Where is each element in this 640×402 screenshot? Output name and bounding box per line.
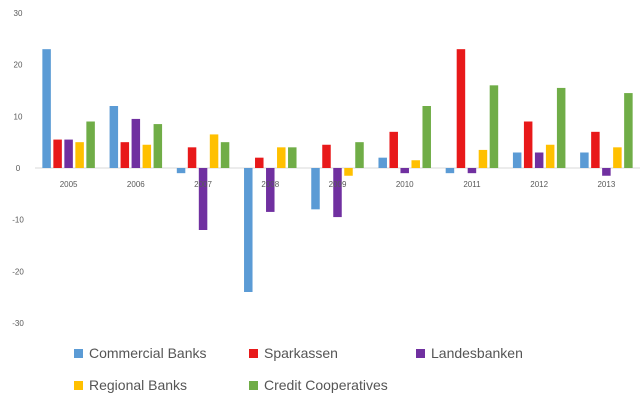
bar-landesbanken-2009 [333, 168, 342, 218]
x-tick-label: 2013 [597, 180, 615, 189]
x-tick-label: 2007 [194, 180, 212, 189]
y-tick-label: -30 [12, 319, 24, 328]
bar-credit-cooperatives-2006 [153, 124, 163, 168]
bar-commercial-banks-2013 [580, 152, 589, 168]
bars [42, 49, 633, 292]
bar-commercial-banks-2007 [176, 168, 186, 174]
bar-credit-cooperatives-2010 [422, 106, 431, 168]
x-tick-label: 2005 [60, 180, 78, 189]
bar-sparkassen-2013 [591, 131, 600, 168]
x-tick-label: 2009 [329, 180, 347, 189]
bar-sparkassen-2009 [322, 144, 331, 168]
bar-commercial-banks-2009 [311, 168, 320, 210]
bar-credit-cooperatives-2008 [288, 147, 297, 168]
y-tick-label: 30 [14, 9, 23, 18]
y-tick-label: -20 [12, 267, 24, 276]
bar-credit-cooperatives-2009 [355, 142, 364, 168]
bar-regional-banks-2012 [545, 144, 555, 168]
bar-landesbanken-2013 [602, 168, 611, 176]
y-axis: 30 20 10 0 -10 -20 -30 [12, 9, 24, 328]
y-tick-label: -10 [12, 216, 24, 225]
bar-commercial-banks-2012 [512, 152, 522, 168]
bar-commercial-banks-2005 [42, 49, 51, 168]
bar-sparkassen-2011 [456, 49, 466, 168]
bar-regional-banks-2006 [142, 144, 152, 168]
bar-regional-banks-2013 [613, 147, 622, 168]
bar-commercial-banks-2008 [244, 168, 253, 292]
x-tick-label: 2012 [530, 180, 548, 189]
bar-landesbanken-2011 [467, 168, 477, 174]
bar-regional-banks-2005 [75, 142, 84, 168]
y-tick-label: 20 [14, 61, 23, 70]
bar-commercial-banks-2011 [445, 168, 455, 174]
x-tick-label: 2010 [396, 180, 414, 189]
bar-regional-banks-2009 [344, 168, 353, 176]
bar-commercial-banks-2010 [378, 157, 387, 168]
bar-sparkassen-2012 [523, 121, 533, 168]
x-tick-label: 2006 [127, 180, 145, 189]
bar-landesbanken-2006 [131, 118, 141, 168]
y-tick-label: 10 [14, 112, 23, 121]
bar-sparkassen-2010 [389, 131, 398, 168]
bar-regional-banks-2008 [277, 147, 286, 168]
x-axis-labels: 2005 2006 2007 2008 2009 2010 2011 2012 2013 [60, 180, 616, 189]
bar-credit-cooperatives-2013 [624, 93, 633, 168]
bar-landesbanken-2010 [400, 168, 409, 174]
bar-regional-banks-2010 [411, 160, 420, 168]
bar-sparkassen-2007 [187, 147, 197, 168]
bar-regional-banks-2007 [209, 134, 219, 168]
bar-credit-cooperatives-2005 [86, 121, 95, 168]
bar-credit-cooperatives-2011 [489, 85, 499, 168]
bar-landesbanken-2005 [64, 139, 73, 168]
bar-regional-banks-2011 [478, 149, 488, 168]
bar-credit-cooperatives-2012 [556, 87, 566, 168]
x-tick-label: 2008 [261, 180, 279, 189]
bar-commercial-banks-2006 [109, 106, 119, 168]
bar-landesbanken-2008 [266, 168, 275, 212]
bar-sparkassen-2008 [255, 157, 264, 168]
bar-landesbanken-2007 [198, 168, 208, 230]
y-tick-label: 0 [16, 164, 21, 173]
bar-sparkassen-2005 [53, 139, 62, 168]
bar-credit-cooperatives-2007 [220, 142, 230, 168]
bar-sparkassen-2006 [120, 142, 130, 168]
bar-landesbanken-2012 [534, 152, 544, 168]
x-tick-label: 2011 [463, 180, 481, 189]
